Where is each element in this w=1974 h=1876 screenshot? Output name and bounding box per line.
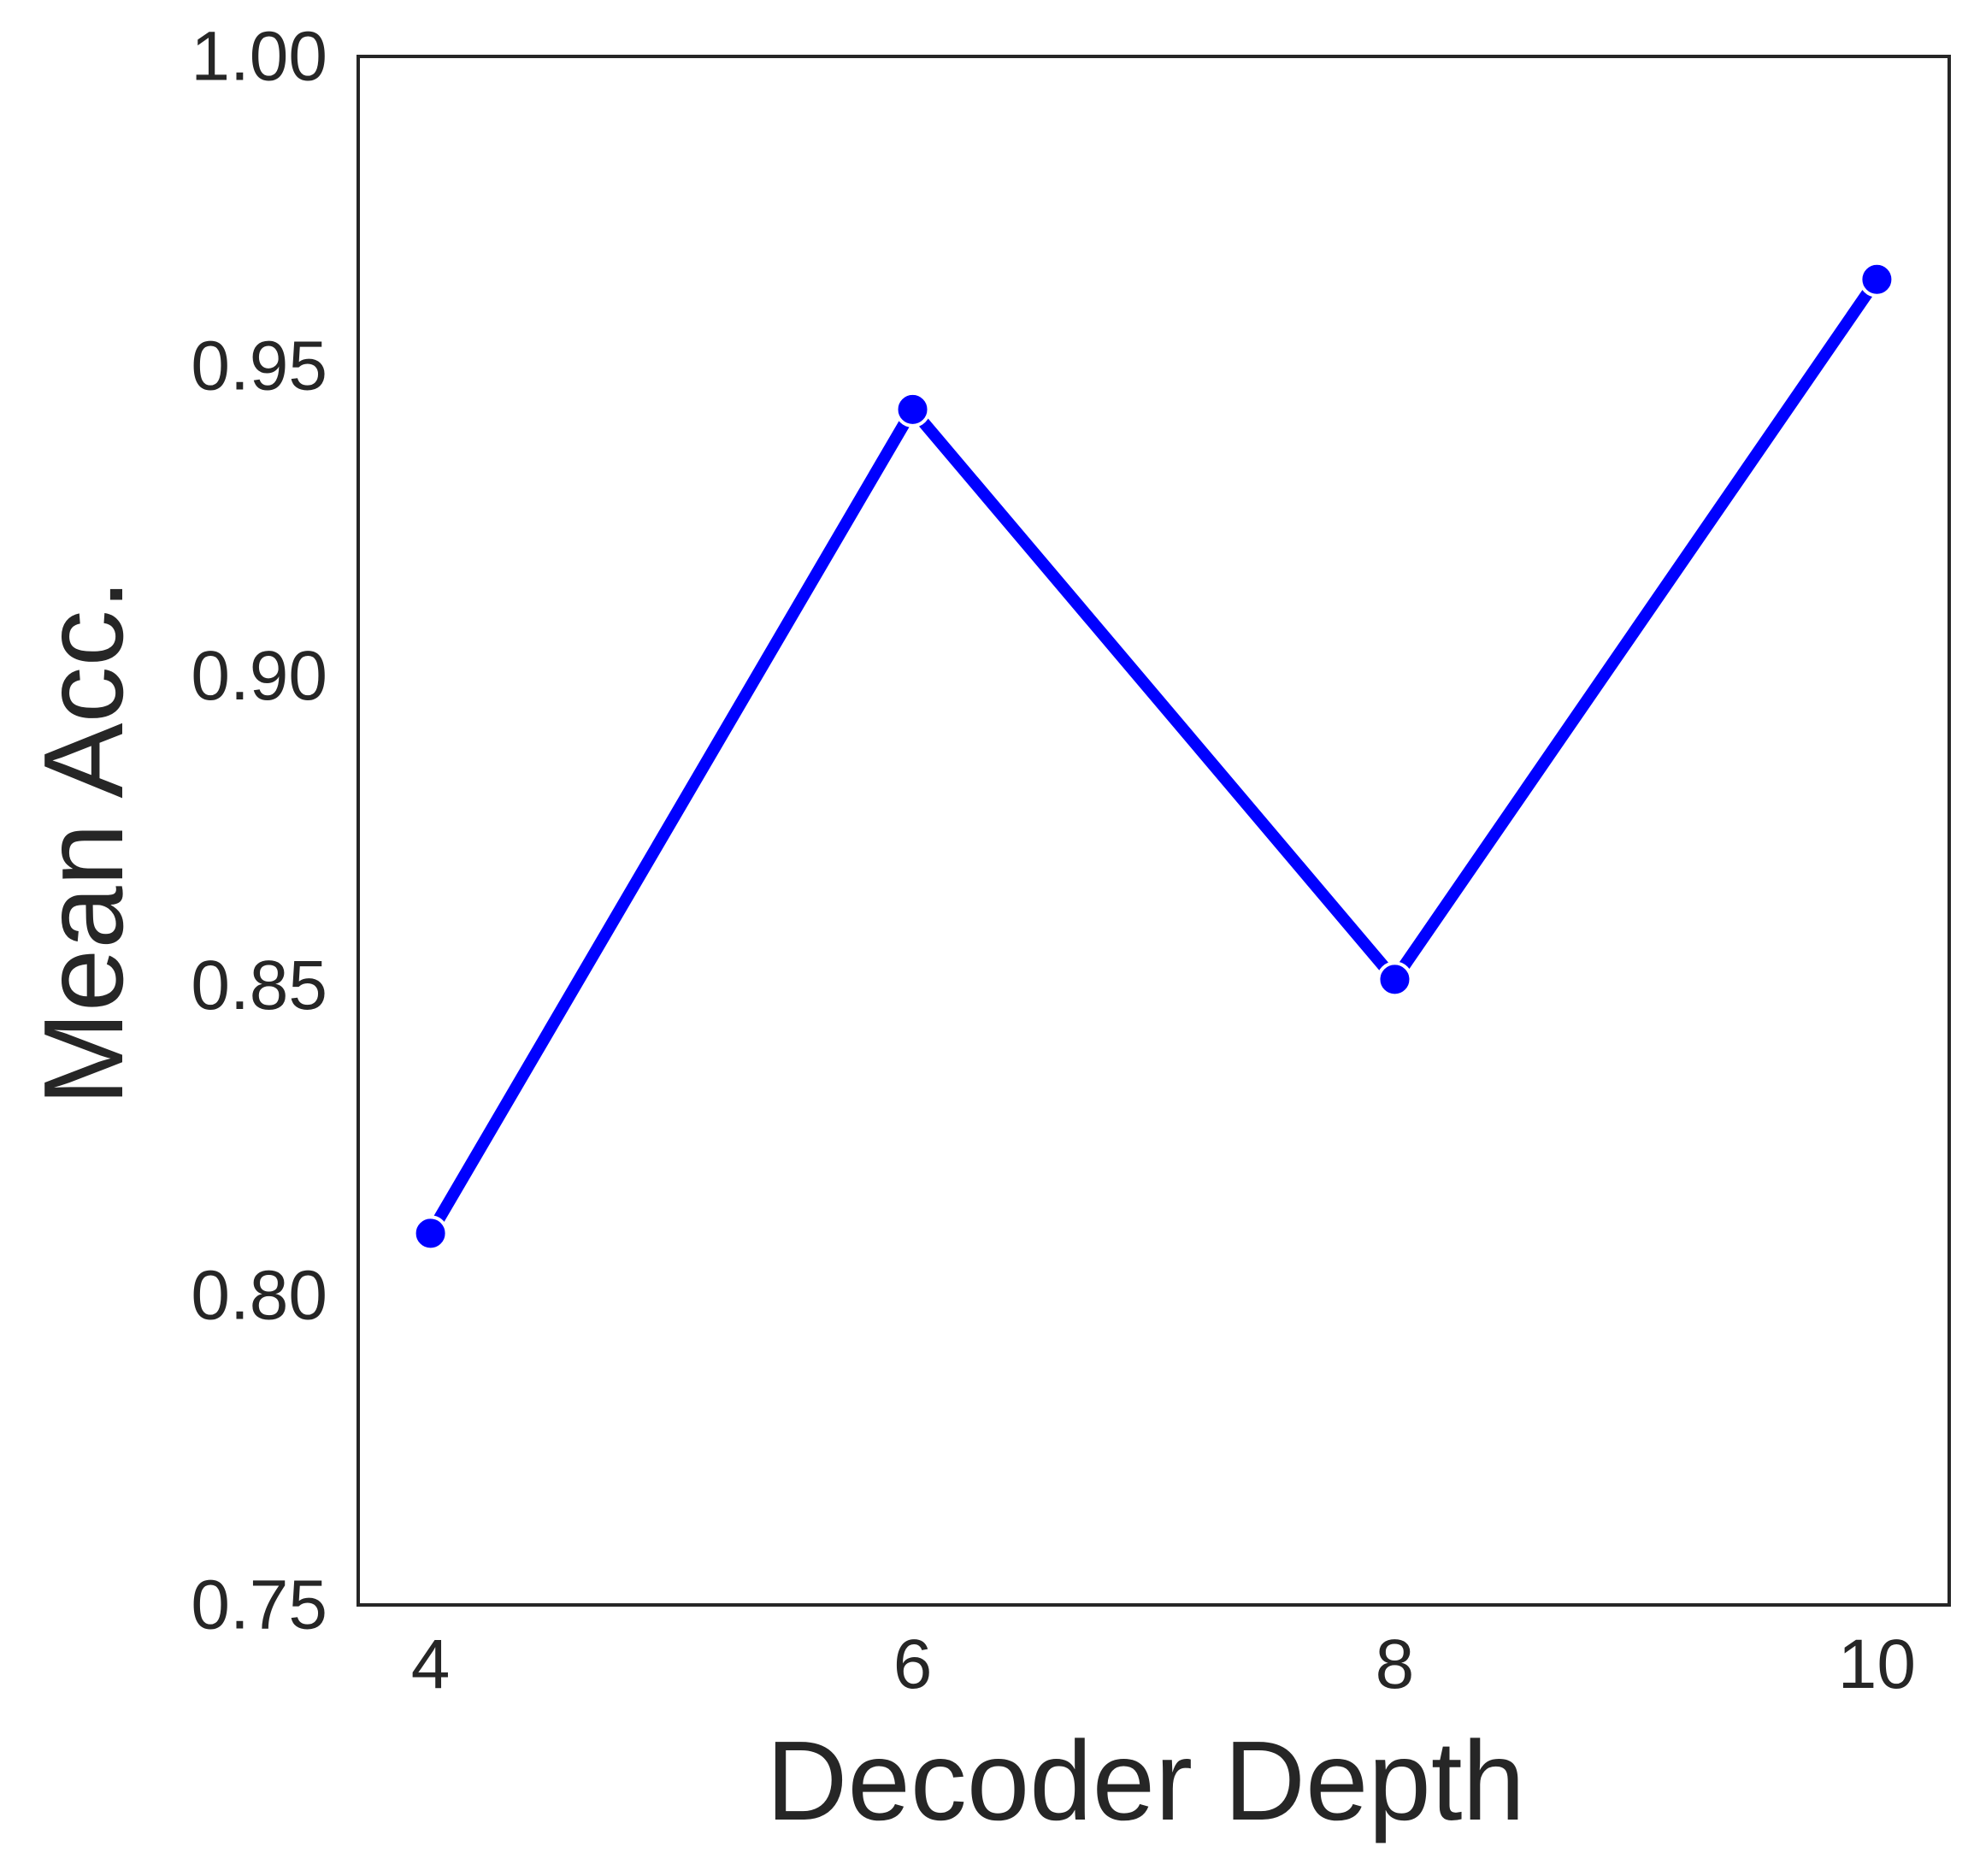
y-tick-label: 0.90 bbox=[191, 637, 327, 715]
data-point bbox=[1376, 961, 1413, 998]
series-layer bbox=[412, 261, 1895, 1252]
y-tick-label: 0.85 bbox=[191, 947, 327, 1024]
y-tick-labels: 0.75 0.80 0.85 0.90 0.95 1.00 bbox=[191, 18, 327, 1644]
y-tick-label: 0.95 bbox=[191, 327, 327, 405]
y-axis-title: Mean Acc. bbox=[21, 579, 146, 1106]
x-tick-label: 10 bbox=[1838, 1625, 1916, 1703]
series-line bbox=[425, 275, 1883, 1236]
y-tick-label: 1.00 bbox=[191, 18, 327, 96]
x-tick-label: 4 bbox=[411, 1625, 451, 1703]
y-tick-label: 0.80 bbox=[191, 1256, 327, 1334]
data-point bbox=[894, 391, 931, 428]
data-point bbox=[1859, 261, 1895, 298]
plot-frame bbox=[356, 55, 1951, 1607]
x-tick-label: 6 bbox=[893, 1625, 933, 1703]
y-tick-label: 0.75 bbox=[191, 1566, 327, 1644]
x-axis-title: Decoder Depth bbox=[766, 1718, 1525, 1844]
x-tick-labels: 4 6 8 10 bbox=[411, 1625, 1916, 1703]
plot-area bbox=[356, 55, 1951, 1607]
data-point bbox=[412, 1215, 449, 1252]
x-tick-label: 8 bbox=[1376, 1625, 1415, 1703]
